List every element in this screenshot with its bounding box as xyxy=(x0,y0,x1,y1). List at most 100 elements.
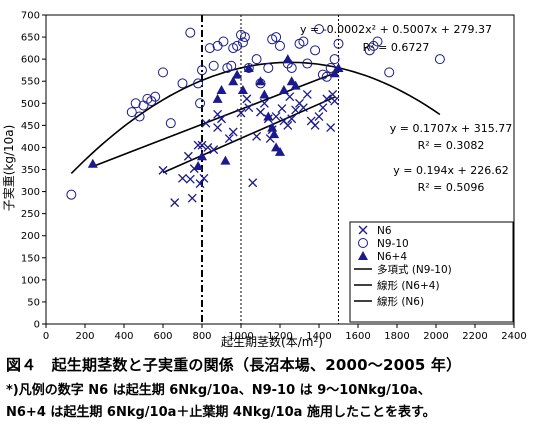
point-n6-stroke xyxy=(158,165,168,175)
point-n6 xyxy=(201,118,211,128)
y-axis-label: 子実重(kg/10a) xyxy=(1,125,16,212)
point-n9-10 xyxy=(197,65,207,76)
point-n9-10 xyxy=(158,67,168,78)
y-tick-label: 250 xyxy=(21,209,40,220)
point-n6 xyxy=(158,165,168,175)
point-n9-10 xyxy=(177,78,188,89)
legend-marker-n6 xyxy=(358,225,368,235)
point-n9-10 xyxy=(325,62,336,73)
x-tick-label: 2400 xyxy=(501,331,526,342)
point-n6 xyxy=(195,179,205,189)
point-n6-stroke xyxy=(236,108,246,118)
point-n6 xyxy=(244,103,254,113)
r2-linear-n6: R² = 0.5096 xyxy=(418,181,485,194)
point-n6-stroke xyxy=(295,98,304,108)
point-n9-10 xyxy=(302,58,313,69)
y-tick-label: 200 xyxy=(21,231,40,242)
point-n9-10 xyxy=(134,111,145,122)
point-n6-stroke xyxy=(213,123,223,133)
point-n6 xyxy=(318,103,328,113)
point-n9-10 xyxy=(275,40,285,51)
point-n6-stroke xyxy=(330,96,340,106)
x-tick-label: 2000 xyxy=(423,331,448,342)
legend-marker-n6-4 xyxy=(358,251,368,260)
x-tick-label: 600 xyxy=(153,331,172,342)
point-n9-10 xyxy=(263,62,274,73)
point-n6 xyxy=(302,89,312,99)
point-n6-4 xyxy=(290,80,301,90)
point-n6-stroke xyxy=(277,104,287,114)
x-tick-label: 400 xyxy=(114,331,133,342)
x-tick-label: 1400 xyxy=(306,331,331,342)
point-n6 xyxy=(291,105,301,115)
point-n9-10 xyxy=(165,118,176,129)
x-tick-label: 0 xyxy=(43,331,49,342)
y-axis-ticks: 0 50 100 150 200 250 300 350 400 450 500 550 600 650 7… xyxy=(21,11,46,331)
point-n6-stroke xyxy=(242,94,252,104)
point-n6 xyxy=(283,120,293,130)
y-tick-label: 350 xyxy=(21,165,40,176)
point-n6 xyxy=(330,96,340,106)
point-n9-10 xyxy=(66,189,77,200)
point-n6 xyxy=(228,127,238,137)
point-n6-stroke xyxy=(244,103,254,113)
point-n9-10 xyxy=(298,36,309,47)
point-n6-4 xyxy=(286,76,297,86)
point-n6 xyxy=(248,178,258,188)
legend-marker-n9-10 xyxy=(358,238,368,248)
point-n9-10 xyxy=(204,43,215,54)
point-n6 xyxy=(224,134,234,144)
point-n6 xyxy=(193,140,203,150)
point-n9-10 xyxy=(130,98,141,109)
point-n9-10 xyxy=(372,36,383,47)
legend-label-poly: 多項式 (N9-10) xyxy=(377,263,452,276)
point-n6 xyxy=(199,173,209,183)
point-n9-10 xyxy=(314,24,324,35)
point-n6-stroke xyxy=(256,107,265,117)
point-n9-10 xyxy=(239,32,250,43)
point-n6-stroke xyxy=(271,112,281,121)
y-tick-label: 450 xyxy=(21,121,40,132)
point-n6-stroke xyxy=(310,120,320,130)
y-tick-label: 50 xyxy=(27,297,40,308)
equation-poly-n9-10: y = -0.0002x² + 0.5007x + 279.37 xyxy=(300,23,492,36)
point-n6 xyxy=(287,114,297,124)
point-n6-stroke xyxy=(283,120,293,130)
point-n6-stroke xyxy=(185,174,195,184)
point-n6-stroke xyxy=(314,112,324,121)
point-n6-stroke xyxy=(178,173,187,183)
point-n6-stroke xyxy=(287,114,297,124)
point-n6 xyxy=(271,112,281,121)
y-tick-label: 150 xyxy=(21,253,40,264)
x-tick-label: 800 xyxy=(192,331,211,342)
y-tick-label: 600 xyxy=(21,55,40,66)
point-n9-10 xyxy=(185,27,196,38)
x-axis-ticks: 0 200 400 600 800 1000 1200 1400 1600 1800 2000 220… xyxy=(43,324,527,342)
point-n9-10 xyxy=(237,37,248,48)
x-tick-label: 1600 xyxy=(345,331,370,342)
point-n6 xyxy=(314,112,324,121)
point-n6-4 xyxy=(197,151,207,161)
point-n9-10 xyxy=(126,107,137,118)
point-n6-stroke xyxy=(209,145,219,155)
point-n6 xyxy=(213,123,223,133)
point-n6 xyxy=(252,131,262,141)
point-n6-4 xyxy=(216,85,227,95)
point-n9-10 xyxy=(333,38,344,49)
point-n6 xyxy=(259,98,269,108)
point-n9-10 xyxy=(232,40,243,51)
x-tick-label: 1200 xyxy=(267,331,292,342)
y-tick-label: 400 xyxy=(21,143,40,154)
point-n6-4 xyxy=(263,111,274,121)
y-tick-label: 0 xyxy=(34,320,40,331)
point-n6 xyxy=(326,123,336,133)
point-n6-stroke xyxy=(201,118,211,128)
point-n6 xyxy=(298,103,308,113)
point-n6-4 xyxy=(333,62,344,72)
point-n6 xyxy=(170,198,180,208)
point-n6-stroke xyxy=(285,92,295,102)
point-n6-4 xyxy=(228,76,239,86)
point-n9-10 xyxy=(434,54,445,65)
point-n6-stroke xyxy=(248,178,258,188)
point-n6-stroke xyxy=(291,105,301,115)
